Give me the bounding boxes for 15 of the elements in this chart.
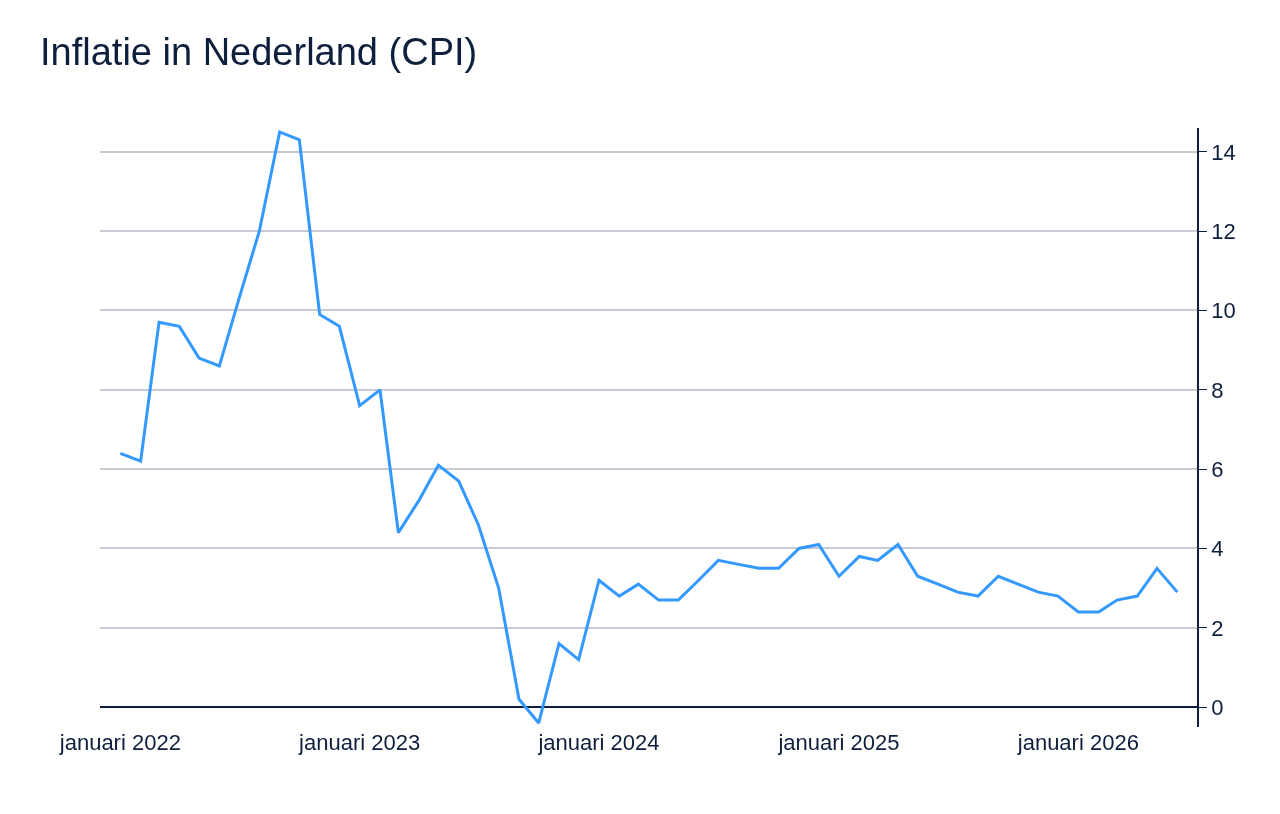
- line-series: [118, 130, 1179, 725]
- y-tick-label: 6: [1211, 456, 1224, 482]
- y-tick-label: 4: [1211, 536, 1224, 562]
- chart-title: Inflatie in Nederland (CPI): [40, 30, 478, 73]
- x-tick-label: januari 2022: [58, 730, 181, 755]
- y-tick-label: 12: [1211, 218, 1236, 244]
- x-tick-label: januari 2026: [1016, 730, 1139, 755]
- y-tick-label: 0: [1211, 694, 1224, 720]
- y-tick-label: 2: [1211, 615, 1224, 641]
- y-tick-label: 14: [1211, 139, 1236, 165]
- y-tick-label: 10: [1211, 298, 1236, 324]
- x-tick-label: januari 2023: [298, 730, 421, 755]
- x-tick-label: januari 2025: [777, 730, 900, 755]
- x-tick-label: januari 2024: [537, 730, 660, 755]
- y-tick-label: 8: [1211, 377, 1224, 403]
